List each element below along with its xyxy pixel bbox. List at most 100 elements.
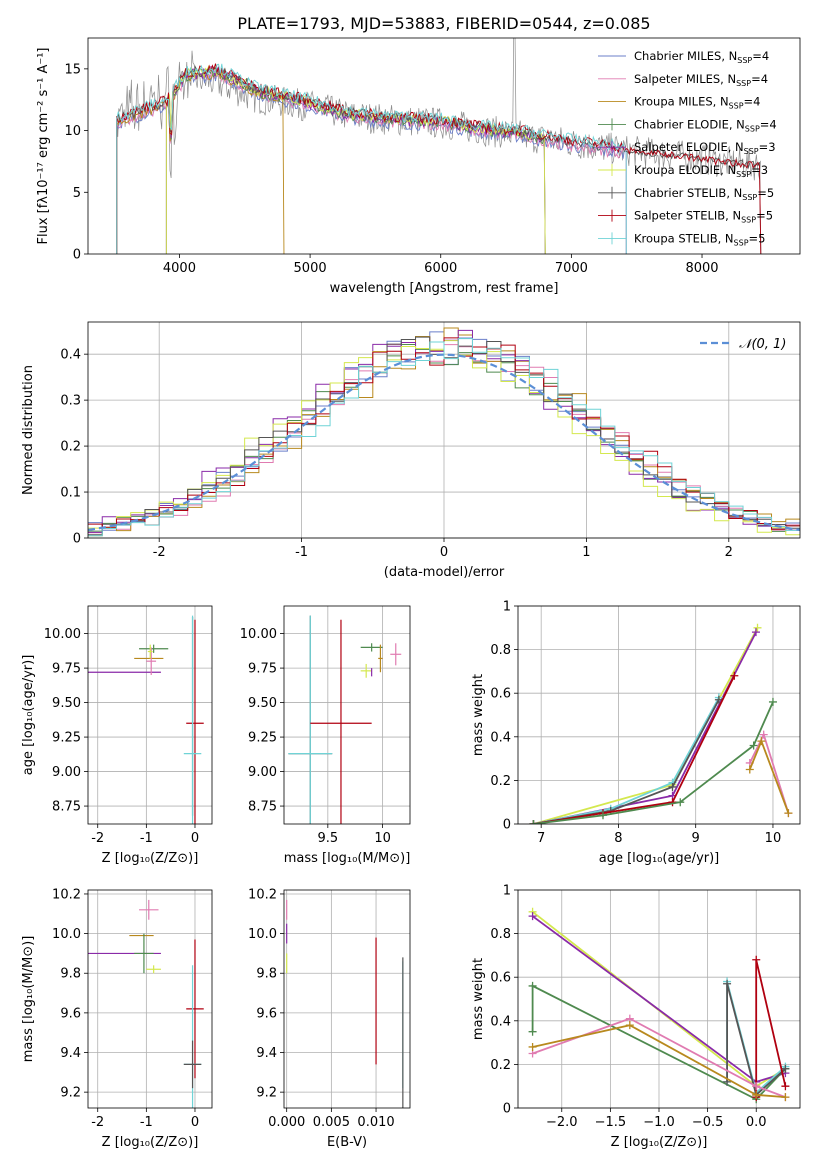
x-tick-label: −1.0: [643, 1115, 675, 1130]
y-tick-label: 10.2: [52, 887, 81, 902]
panel-age_vs_Z: -2 -1 0 8.75 9.00 9.25 9.50 9.75 10.00 Z [log₁₀(Z…: [21, 605, 213, 866]
y-tick-label: 0.6: [490, 687, 511, 702]
y-tick-label: 9.50: [52, 696, 81, 711]
legend-series-name: Salpeter MILES, N: [634, 72, 736, 86]
y-tick-label: 0: [73, 532, 81, 547]
y-axis-label: age [log₁₀(age/yr)]: [21, 655, 36, 776]
legend-ssp-subscript: SSP: [737, 56, 752, 65]
plus-marker: [781, 1093, 790, 1102]
plot-area: [88, 327, 800, 537]
x-tick-label: 8: [614, 831, 622, 846]
y-tick-label: 9.25: [52, 731, 81, 746]
legend-series-name: Salpeter ELODIE, N: [634, 140, 744, 154]
plus-marker: [753, 623, 762, 632]
plus-marker: [668, 782, 677, 791]
panel-residuals: -2 -1 0 1 2 0 0.1 0.2 0.3 0.4 (data-model)/error No…: [21, 321, 801, 580]
plus-marker: [528, 981, 537, 990]
x-tick-label: 8000: [685, 261, 718, 276]
plus-marker: [752, 955, 761, 964]
panel-mass_vs_ebv: 0.000 0.005 0.010 9.2 9.4 9.6 9.8 10.0 10.2 E(B-V…: [248, 887, 411, 1150]
legend-label: Salpeter MILES, NSSP=4: [634, 72, 768, 88]
model-spectrum: [165, 66, 546, 254]
x-axis-label: Z [log₁₀(Z/Z⊙)]: [102, 851, 199, 866]
y-tick-label: 10.00: [240, 627, 277, 642]
series-line: [533, 699, 720, 824]
x-tick-label: -1: [295, 545, 308, 560]
y-tick-label: 0.2: [490, 774, 511, 789]
legend-label: Kroupa MILES, NSSP=4: [634, 95, 760, 111]
y-tick-label: 0.3: [60, 394, 81, 409]
legend: 𝒩(0, 1): [700, 337, 786, 352]
plot-area: [88, 899, 204, 1108]
legend-series-name: Chabrier ELODIE, N: [634, 117, 745, 131]
x-axis-label: mass [log₁₀(M/M⊙)]: [284, 851, 411, 866]
model-spectrum: [165, 67, 546, 254]
y-tick-label: 9.4: [60, 1046, 81, 1061]
y-tick-label: 9.50: [248, 696, 277, 711]
plot-area: [529, 623, 793, 824]
legend-ssp-subscript: SSP: [729, 102, 744, 111]
plot-area: [88, 615, 204, 824]
residual-histogram: [88, 338, 800, 537]
axes-frame: [517, 605, 801, 825]
y-tick-label: 0.8: [490, 927, 511, 942]
y-tick-label: 9.25: [248, 731, 277, 746]
legend-nssp-value: =3: [759, 140, 776, 154]
x-tick-label: −0.5: [692, 1115, 724, 1130]
x-tick-label: 0: [440, 545, 448, 560]
y-tick-label: 9.00: [52, 765, 81, 780]
legend-nssp-value: =3: [751, 163, 768, 177]
model-spectrum: [116, 68, 627, 254]
plus-marker: [757, 737, 766, 746]
x-tick-label: −2.0: [546, 1115, 578, 1130]
y-tick-label: 8.75: [248, 800, 277, 815]
x-tick-label: 4000: [163, 261, 196, 276]
axes-frame: [283, 605, 411, 825]
legend-nssp-value: =5: [756, 209, 773, 223]
legend-ssp-subscript: SSP: [741, 216, 756, 225]
y-tick-label: 9.75: [52, 662, 81, 677]
legend-ssp-subscript: SSP: [734, 238, 749, 247]
y-tick-label: 9.4: [256, 1046, 277, 1061]
y-tick-label: 9.2: [60, 1086, 81, 1101]
plus-marker: [723, 979, 732, 988]
plus-marker: [528, 1042, 537, 1051]
axes-frame: [87, 37, 801, 255]
plus-marker: [752, 1082, 761, 1091]
plot-area: [528, 907, 790, 1104]
x-tick-label: 7: [537, 831, 545, 846]
figure-title: PLATE=1793, MJD=53883, FIBERID=0544, z=0…: [237, 14, 650, 33]
x-tick-label: -2: [91, 1115, 104, 1130]
x-tick-label: -1: [140, 831, 153, 846]
y-axis-label: Flux [fλ10⁻¹⁷ erg cm⁻² s⁻¹ A⁻¹]: [36, 48, 51, 245]
x-tick-label: 5000: [294, 261, 327, 276]
x-tick-label: 10: [765, 831, 782, 846]
legend-series-name: Kroupa STELIB, N: [634, 231, 734, 245]
axes-frame: [283, 889, 411, 1109]
grid-lines: [88, 606, 212, 824]
x-tick-label: 0.005: [313, 1115, 350, 1130]
plot-area: [286, 899, 404, 1108]
x-tick-label: 9.5: [317, 831, 338, 846]
plus-marker: [784, 809, 793, 818]
model-spectrum: [116, 69, 285, 254]
legend-series-name: Kroupa MILES, N: [634, 95, 729, 109]
axes-frame: [517, 889, 801, 1109]
y-tick-label: 10.0: [52, 927, 81, 942]
legend-series-name: Chabrier MILES, N: [634, 49, 737, 63]
x-axis-label: age [log₁₀(age/yr)]: [599, 851, 720, 866]
x-tick-label: 0.0: [746, 1115, 767, 1130]
model-spectrum: [165, 64, 546, 254]
y-tick-label: 9.75: [248, 662, 277, 677]
y-tick-label: 0: [73, 248, 81, 263]
x-tick-label: 0.000: [268, 1115, 305, 1130]
y-tick-label: 0.2: [60, 440, 81, 455]
legend-nssp-value: =4: [752, 49, 769, 63]
series-line: [533, 697, 720, 824]
x-tick-label: 0: [191, 831, 199, 846]
panel-massweight_vs_Z: −2.0 −1.5 −1.0 −0.5 0.0 0 0.2 0.4 0.6 0.8 1 Z [log₁…: [471, 884, 801, 1150]
y-tick-label: 9.8: [256, 967, 277, 982]
model-spectrum: [116, 63, 762, 254]
plus-marker: [730, 671, 739, 680]
